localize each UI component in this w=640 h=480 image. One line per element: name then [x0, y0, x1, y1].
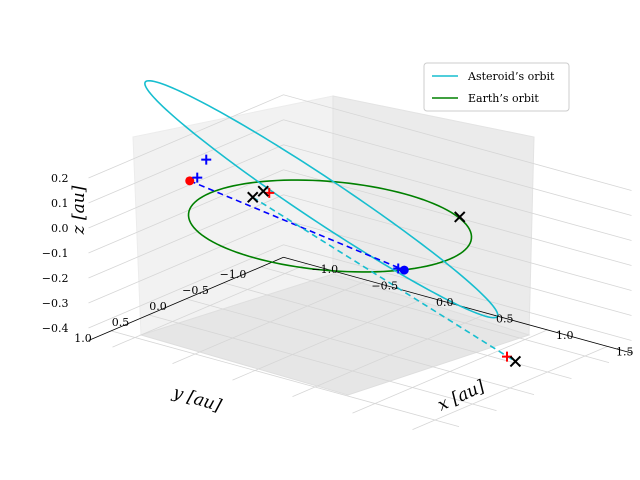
blue-plus-marker: [192, 172, 203, 183]
y-tick-label: 0.5: [112, 316, 130, 329]
x-tick-label: 0.5: [496, 313, 514, 326]
x-tick-label: 1.0: [556, 329, 574, 342]
y-axis-label: y [au]: [170, 382, 224, 416]
grid-z-4: [88, 194, 632, 291]
markers: [185, 154, 522, 368]
tick-labels: −1.0 −0.5 0.0 0.5 1.0 1.5 1.0 0.5 0.0 −0.5 −1.0 0.2…: [42, 172, 634, 359]
earth-point-marker: [399, 265, 409, 275]
grid-z-0: [88, 94, 632, 191]
y-tick-label: 0.0: [149, 300, 167, 313]
asteroid-earth-connector: [189, 180, 405, 271]
orbits: [144, 79, 516, 363]
gridlines: [88, 94, 632, 430]
z-tick-label: −0.3: [42, 297, 69, 310]
x-tick-label: 1.5: [616, 346, 634, 359]
legend-box: [423, 62, 570, 112]
black-cross-marker: [247, 191, 259, 203]
x-tick-label: −0.5: [371, 280, 398, 293]
z-tick-label: 0.0: [51, 222, 69, 235]
blue-plus-marker: [201, 154, 212, 165]
black-cross-marker: [257, 185, 269, 197]
asteroid-orbit-line: [144, 79, 499, 319]
z-tick-label: −0.2: [42, 272, 69, 285]
floor-pane: [139, 273, 531, 396]
grid-y-2: [185, 298, 535, 395]
y-tick-label: −0.5: [182, 284, 209, 297]
x-tick-label: 0.0: [436, 296, 454, 309]
asteroid-major-axis-connector: [252, 196, 516, 363]
grid-y-0: [110, 330, 460, 427]
black-cross-marker: [509, 355, 522, 368]
z-tick-label: −0.4: [42, 322, 69, 335]
grid-z-3: [88, 169, 632, 266]
z-axis-label: z [au]: [69, 185, 89, 235]
x-axis-label: x [au]: [435, 376, 489, 415]
grid-z-6: [88, 244, 632, 341]
asteroid-point-marker: [185, 176, 195, 186]
black-cross-marker: [454, 211, 466, 223]
x-tick-label: −1.0: [311, 263, 338, 276]
earth-orbit-line: [187, 179, 473, 273]
z-tick-label: 0.1: [51, 197, 69, 210]
blue-plus-marker: [393, 263, 404, 274]
y-tick-label: −1.0: [220, 268, 247, 281]
legend-earth-label: Earth’s orbit: [468, 92, 539, 105]
grid-z-2: [88, 144, 632, 241]
legend: Asteroid’s orbit Earth’s orbit: [423, 62, 570, 112]
y-tick-label: 1.0: [74, 332, 92, 345]
legend-asteroid-label: Asteroid’s orbit: [467, 70, 555, 83]
pane-group: [132, 95, 535, 396]
z-tick-label: 0.2: [51, 172, 69, 185]
y-axis-line: [88, 256, 284, 341]
grid-y-4: [260, 266, 610, 363]
grid-y-1: [148, 314, 497, 411]
z-tick-label: −0.1: [42, 247, 69, 260]
grid-z-1: [88, 119, 632, 216]
